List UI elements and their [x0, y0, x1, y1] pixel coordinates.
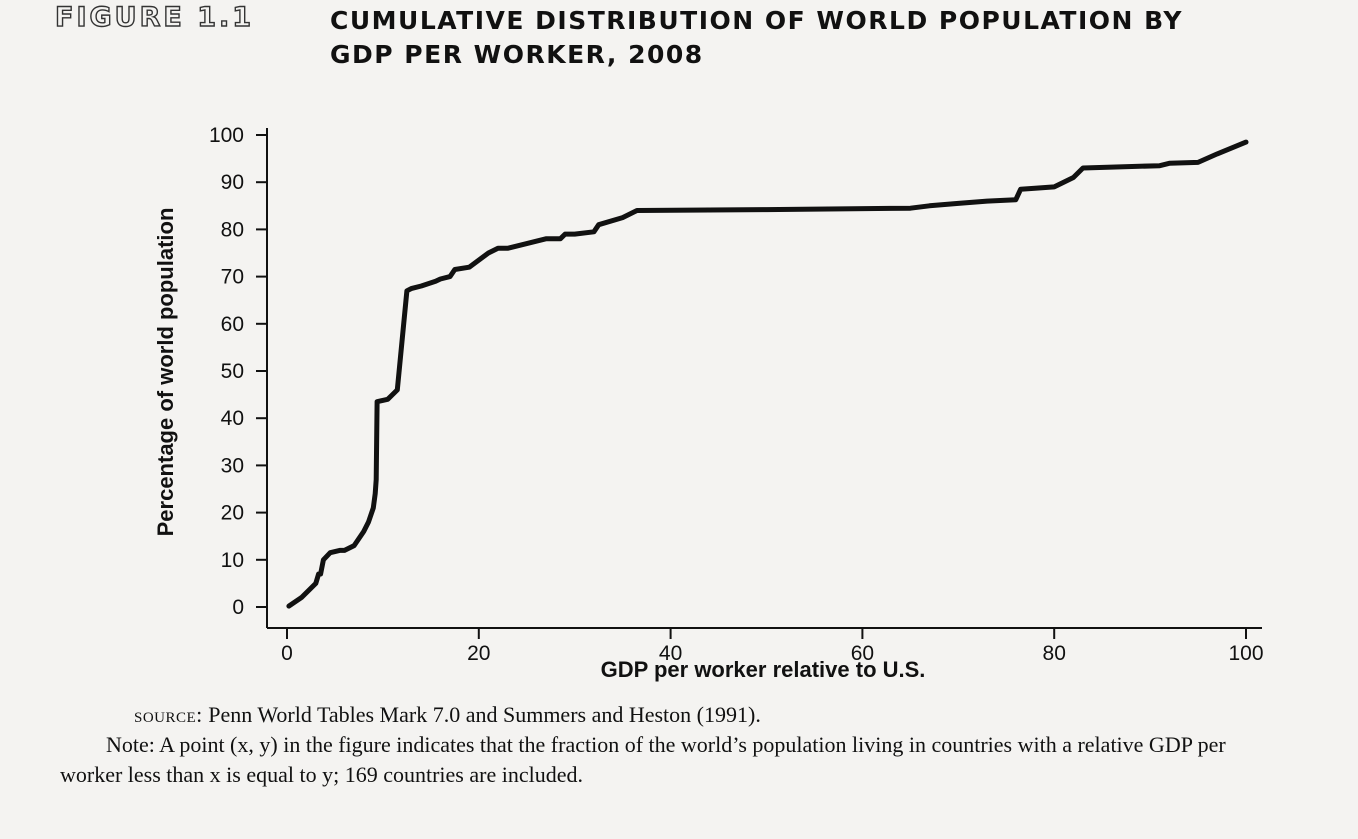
series-line-1 [286, 139, 1249, 609]
x-axis-title: GDP per worker relative to U.S. [601, 657, 926, 682]
y-tick-label: 10 [221, 549, 244, 572]
x-tick-label: 60 [851, 642, 874, 665]
y-tick-label: 70 [221, 266, 244, 289]
y-tick-label: 100 [209, 124, 244, 147]
x-tick-label: 0 [281, 642, 293, 665]
y-tick-label: 30 [221, 454, 244, 477]
x-tick-label: 20 [467, 642, 490, 665]
source-text: Penn World Tables Mark 7.0 and Summers a… [202, 702, 761, 727]
source-label: source: [134, 702, 203, 727]
y-tick-label: 90 [221, 171, 244, 194]
note-text: Note: A point (x, y) in the figure indic… [60, 732, 1226, 787]
y-tick-label: 40 [221, 407, 244, 430]
y-tick-label: 60 [221, 313, 244, 336]
y-tick-label: 50 [221, 360, 244, 383]
x-tick-label: 80 [1043, 642, 1066, 665]
y-tick-label: 20 [221, 502, 244, 525]
figure-label: FIGURE 1.1 [54, 1, 255, 33]
chart-axes [266, 128, 1262, 629]
x-tick-label: 100 [1228, 642, 1263, 665]
y-tick-label: 80 [221, 218, 244, 241]
chart-series [286, 139, 1249, 609]
y-tick-label: 0 [232, 596, 244, 619]
chart-title-line-2: GDP PER WORKER, 2008 [330, 40, 704, 69]
chart-ticks: 0 10 20 30 40 50 60 70 80 90 100 0 20 40 60 80 100 [209, 124, 1264, 665]
chart-title: CUMULATIVE DISTRIBUTION OF WORLD POPULAT… [330, 4, 1290, 72]
chart-title-line-1: CUMULATIVE DISTRIBUTION OF WORLD POPULAT… [330, 6, 1183, 35]
source-line: source: Penn World Tables Mark 7.0 and S… [134, 700, 1306, 730]
figure-caption: source: Penn World Tables Mark 7.0 and S… [60, 700, 1306, 790]
x-tick-label: 40 [659, 642, 682, 665]
y-axis-title: Percentage of world population [153, 208, 178, 537]
chart: 0 10 20 30 40 50 60 70 80 90 100 0 20 40 60 80 100 Perce… [153, 124, 1264, 682]
